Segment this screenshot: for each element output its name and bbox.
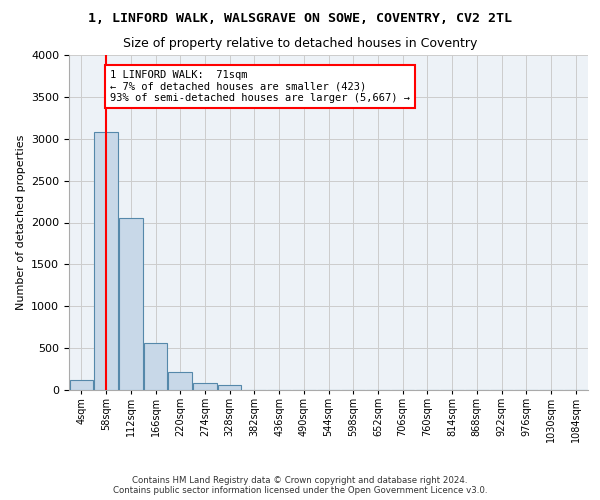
- Text: 1 LINFORD WALK:  71sqm
← 7% of detached houses are smaller (423)
93% of semi-det: 1 LINFORD WALK: 71sqm ← 7% of detached h…: [110, 70, 410, 103]
- Bar: [193, 384, 217, 390]
- Bar: [144, 343, 167, 390]
- Bar: [119, 218, 143, 390]
- Bar: [70, 380, 93, 390]
- Text: Contains HM Land Registry data © Crown copyright and database right 2024.
Contai: Contains HM Land Registry data © Crown c…: [113, 476, 487, 495]
- Text: Size of property relative to detached houses in Coventry: Size of property relative to detached ho…: [123, 38, 477, 51]
- Bar: [94, 132, 118, 390]
- Bar: [169, 372, 192, 390]
- Y-axis label: Number of detached properties: Number of detached properties: [16, 135, 26, 310]
- Bar: [218, 386, 241, 390]
- Text: 1, LINFORD WALK, WALSGRAVE ON SOWE, COVENTRY, CV2 2TL: 1, LINFORD WALK, WALSGRAVE ON SOWE, COVE…: [88, 12, 512, 26]
